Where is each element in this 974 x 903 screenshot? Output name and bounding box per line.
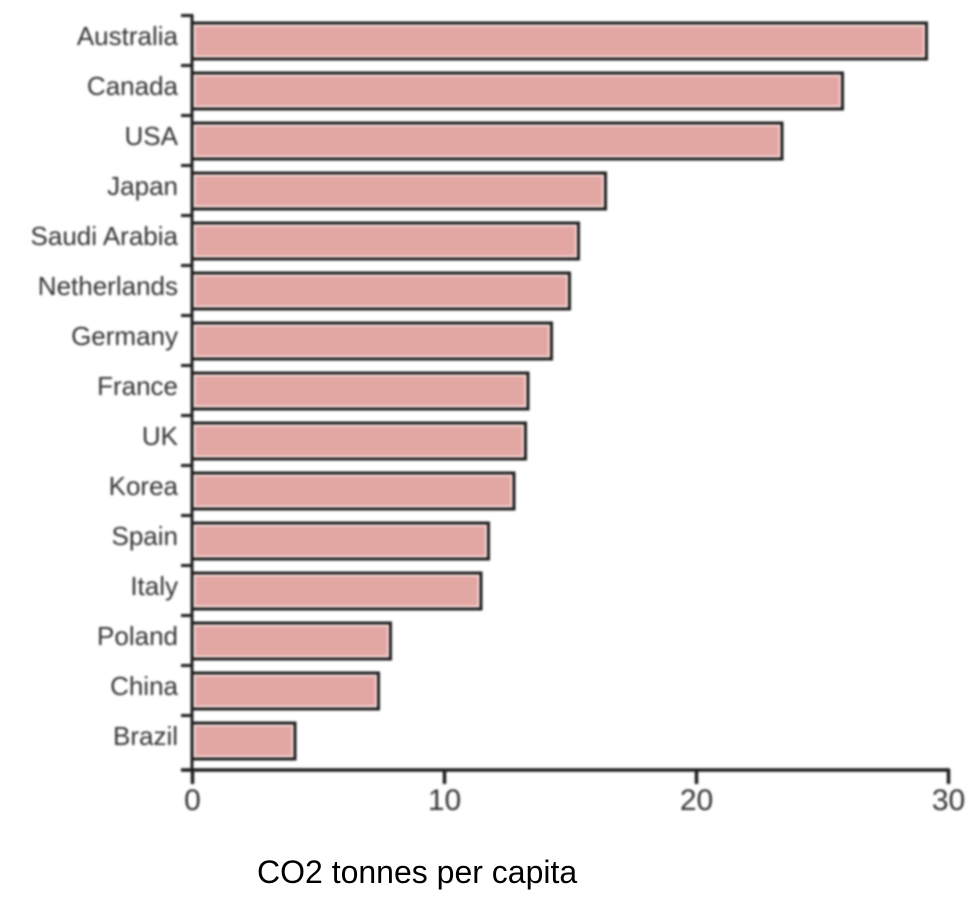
svg-text:Saudi Arabia: Saudi Arabia [31, 221, 179, 251]
svg-text:UK: UK [142, 421, 179, 451]
svg-text:France: France [97, 371, 178, 401]
svg-text:Poland: Poland [97, 621, 178, 651]
svg-text:10: 10 [428, 784, 461, 817]
svg-text:Canada: Canada [87, 71, 179, 101]
svg-text:Australia: Australia [77, 21, 179, 51]
svg-text:30: 30 [932, 784, 965, 817]
svg-text:China: China [110, 671, 178, 701]
svg-text:Brazil: Brazil [113, 721, 178, 751]
svg-text:USA: USA [125, 121, 179, 151]
svg-text:20: 20 [680, 784, 713, 817]
svg-text:Korea: Korea [109, 471, 179, 501]
svg-text:Germany: Germany [71, 321, 178, 351]
svg-text:Netherlands: Netherlands [38, 271, 178, 301]
svg-text:0: 0 [184, 784, 201, 817]
svg-text:Italy: Italy [130, 571, 178, 601]
svg-text:Japan: Japan [107, 171, 178, 201]
svg-text:Spain: Spain [112, 521, 179, 551]
